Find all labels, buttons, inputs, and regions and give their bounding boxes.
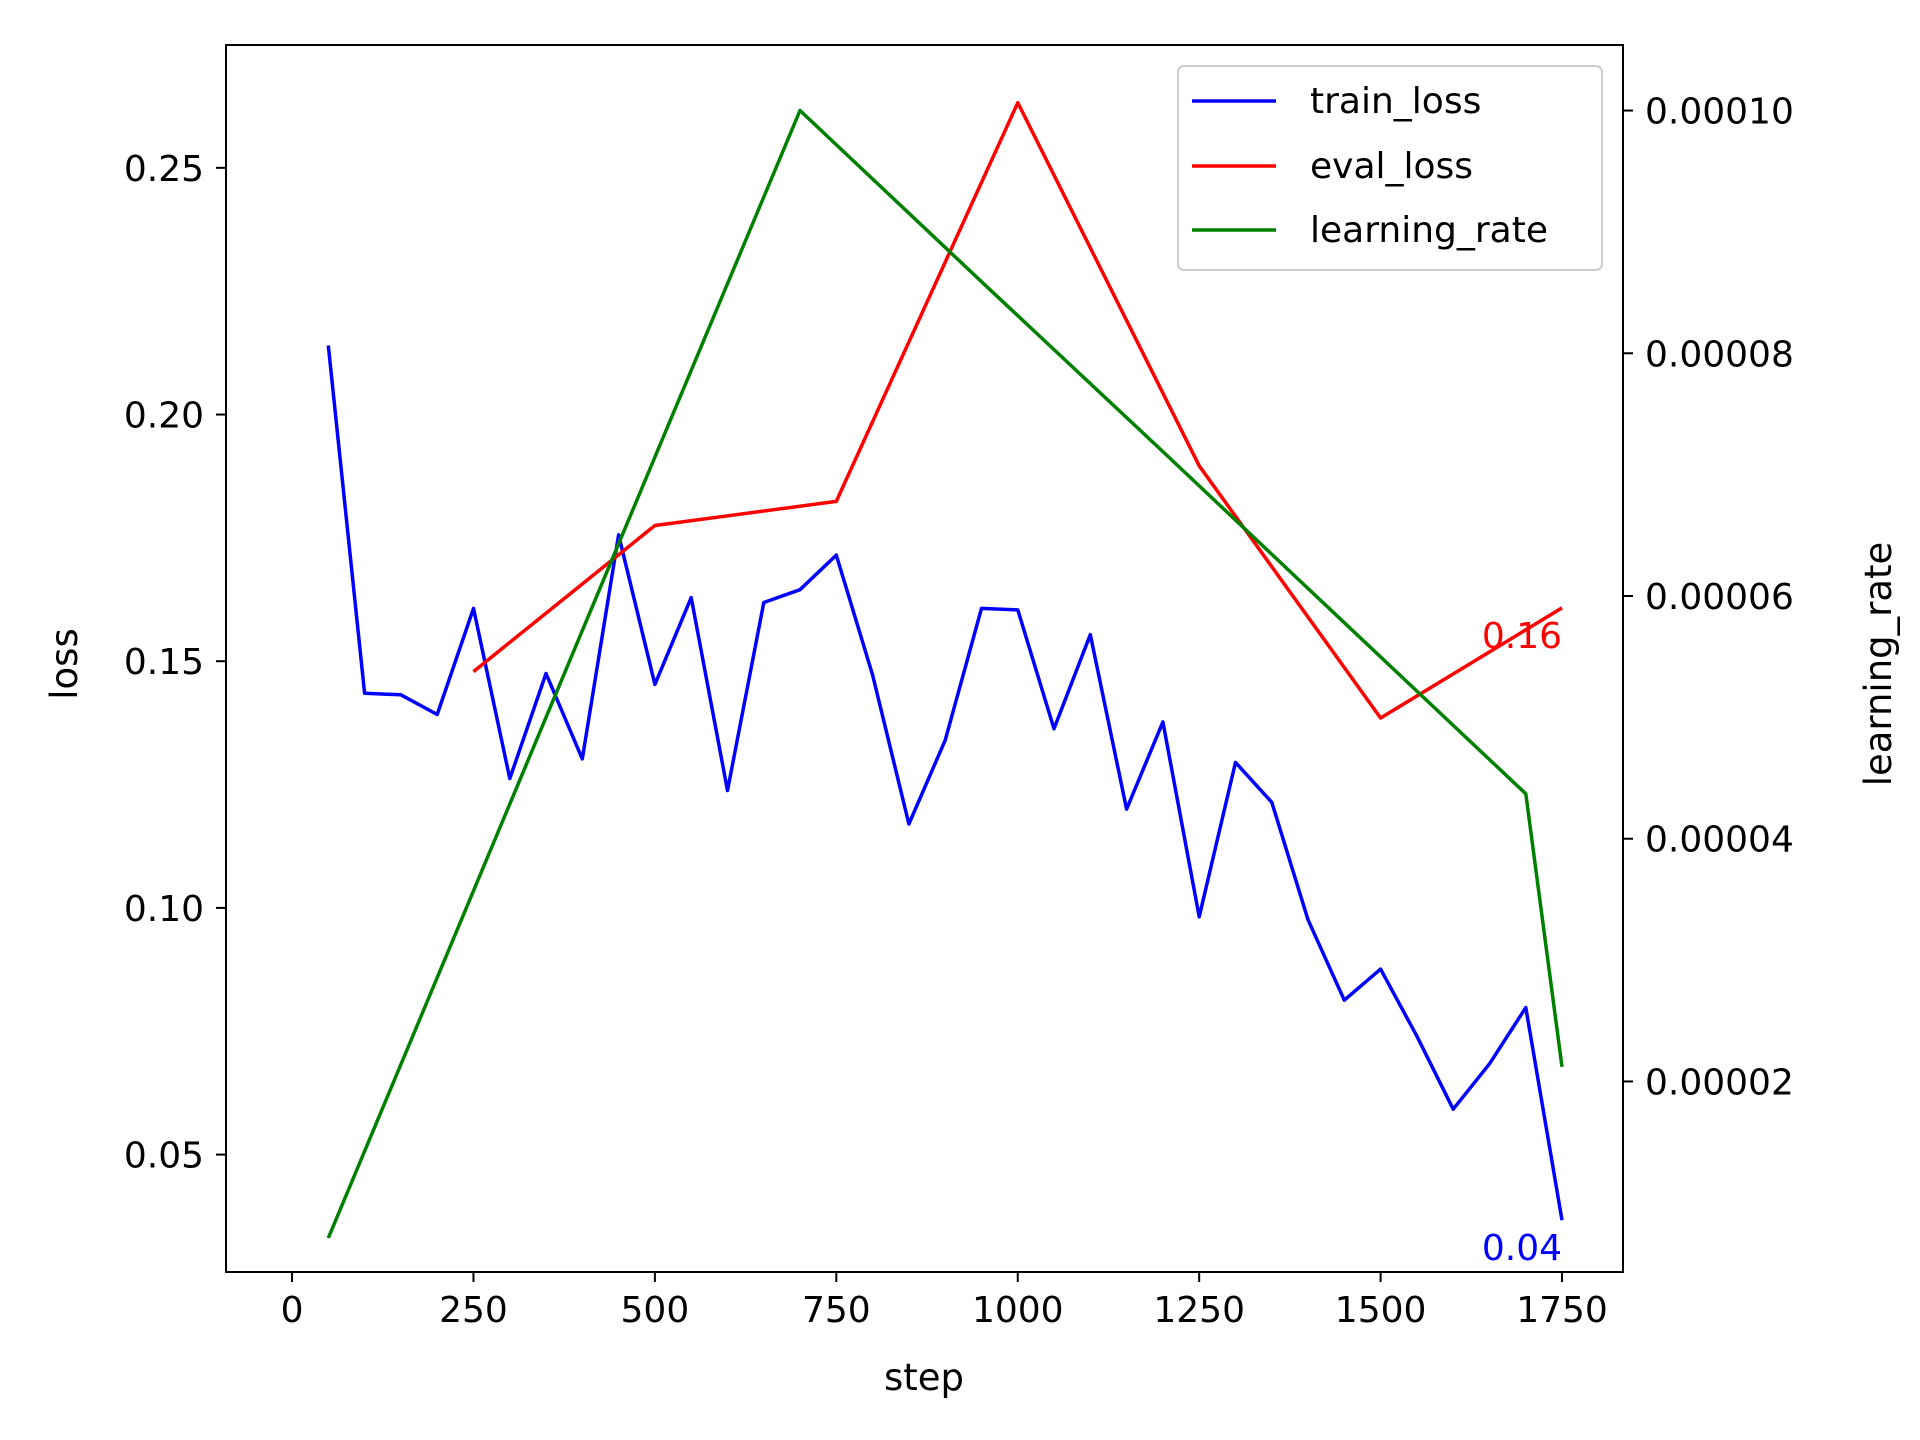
left-y-tick-label: 0.10 (124, 889, 204, 930)
series-line-learning-rate (326, 108, 1564, 1239)
right-y-axis-label: learning_rate (1857, 542, 1900, 787)
legend-box (1177, 65, 1603, 271)
legend: train_loss eval_loss learning_rate (1177, 65, 1603, 271)
left-y-tick-label: 0.05 (124, 1136, 204, 1177)
plot-lines (326, 100, 1564, 1239)
right-y-axis-ticks: 0.00002 0.00004 0.00006 0.00008 0.00010 (1623, 92, 1794, 1103)
x-axis-ticks: 0 250 500 750 1000 1250 1500 1750 (281, 1272, 1608, 1331)
x-tick-label: 0 (281, 1290, 304, 1331)
right-y-tick-label: 0.00010 (1645, 92, 1794, 133)
x-tick-label: 1500 (1335, 1290, 1427, 1331)
x-tick-label: 1250 (1153, 1290, 1245, 1331)
left-y-tick-label: 0.25 (124, 149, 204, 190)
x-tick-label: 750 (802, 1290, 871, 1331)
left-y-axis-ticks: 0.05 0.10 0.15 0.20 0.25 (124, 149, 226, 1177)
legend-label-learning-rate: learning_rate (1310, 210, 1548, 251)
x-axis-label: step (884, 1356, 964, 1399)
annotation-eval-loss: 0.16 (1482, 616, 1562, 657)
left-y-tick-label: 0.15 (124, 642, 204, 683)
x-tick-label: 1000 (972, 1290, 1064, 1331)
left-y-tick-label: 0.20 (124, 396, 204, 437)
x-tick-label: 500 (621, 1290, 690, 1331)
right-y-tick-label: 0.00004 (1645, 820, 1794, 861)
right-y-tick-label: 0.00006 (1645, 577, 1794, 618)
x-tick-label: 250 (439, 1290, 508, 1331)
annotation-train-loss: 0.04 (1482, 1228, 1562, 1269)
plot-frame (225, 44, 1624, 1273)
series-line-eval-loss (472, 100, 1563, 720)
legend-label-train-loss: train_loss (1310, 81, 1481, 122)
right-y-tick-label: 0.00002 (1645, 1062, 1794, 1103)
x-tick-label: 1750 (1516, 1290, 1608, 1331)
left-y-axis-label: loss (43, 628, 86, 699)
series-line-train-loss (326, 345, 1564, 1221)
annotations: 0.16 0.04 (1482, 616, 1562, 1269)
legend-label-eval-loss: eval_loss (1310, 146, 1473, 187)
right-y-tick-label: 0.00008 (1645, 334, 1794, 375)
